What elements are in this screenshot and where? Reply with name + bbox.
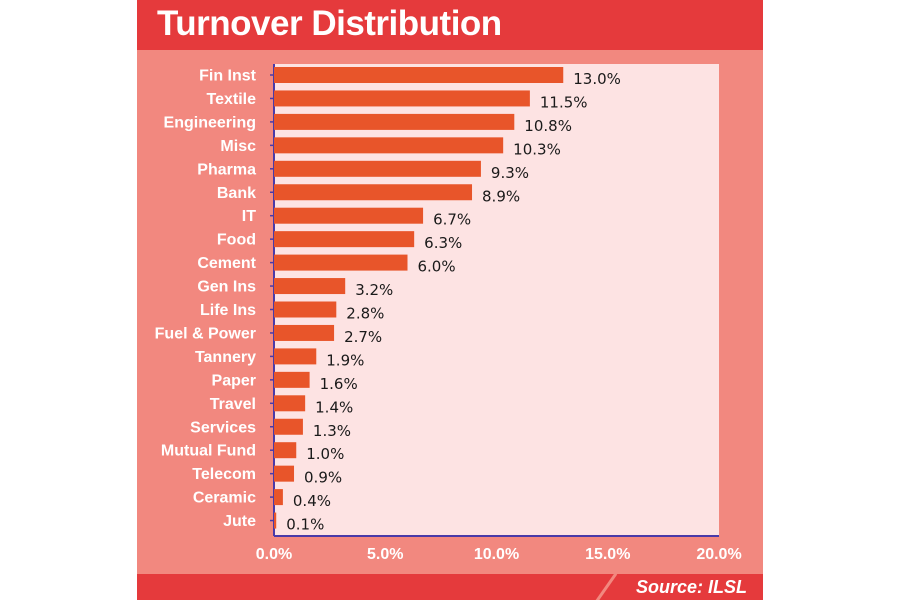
bar bbox=[274, 371, 310, 388]
category-label: Travel bbox=[210, 396, 256, 413]
value-label: 3.2% bbox=[355, 281, 393, 299]
bar bbox=[274, 184, 473, 201]
value-label: 0.1% bbox=[286, 516, 324, 534]
bar bbox=[274, 254, 408, 271]
bar bbox=[274, 231, 415, 248]
value-label: 1.9% bbox=[326, 351, 364, 369]
value-label: 8.9% bbox=[482, 187, 520, 205]
bar bbox=[274, 395, 306, 412]
plot-background bbox=[274, 64, 719, 536]
footer-band: Source: ILSL bbox=[137, 574, 763, 600]
value-label: 10.3% bbox=[513, 140, 561, 158]
bar bbox=[274, 160, 481, 177]
bar bbox=[274, 489, 283, 506]
value-label: 10.8% bbox=[524, 117, 572, 135]
category-label: Textile bbox=[207, 91, 257, 108]
value-label: 0.4% bbox=[293, 492, 331, 510]
value-label: 6.3% bbox=[424, 234, 462, 252]
category-label: Misc bbox=[220, 138, 256, 155]
bar bbox=[274, 418, 303, 435]
category-label: Fin Inst bbox=[199, 68, 257, 85]
bar-chart: Fin Inst 13.0% Textile 11.5% Engineering 10.8… bbox=[155, 64, 742, 563]
category-label: Fuel & Power bbox=[155, 325, 256, 342]
source-label: Source: ILSL bbox=[635, 577, 747, 597]
category-label: Jute bbox=[223, 513, 256, 530]
value-label: 9.3% bbox=[491, 164, 529, 182]
x-tick-label: 10.0% bbox=[474, 546, 519, 563]
bar bbox=[274, 301, 337, 318]
chart-card: Turnover Distribution Fin Inst 13.0% Texti… bbox=[137, 0, 763, 600]
bars-group: Fin Inst 13.0% Textile 11.5% Engineering 10.8… bbox=[155, 67, 742, 563]
category-label: Engineering bbox=[164, 114, 256, 131]
value-label: 1.3% bbox=[313, 422, 351, 440]
x-tick-label: 5.0% bbox=[367, 546, 403, 563]
category-label: Cement bbox=[197, 255, 256, 272]
bar bbox=[274, 113, 515, 130]
value-label: 6.0% bbox=[418, 258, 456, 276]
category-label: Paper bbox=[212, 372, 256, 389]
category-label: Life Ins bbox=[200, 302, 256, 319]
bar bbox=[274, 137, 504, 154]
value-label: 13.0% bbox=[573, 70, 621, 88]
category-label: Food bbox=[217, 232, 256, 249]
category-label: Bank bbox=[217, 185, 256, 202]
bar bbox=[274, 442, 297, 459]
value-label: 6.7% bbox=[433, 211, 471, 229]
bar bbox=[274, 324, 335, 341]
footer-slash-decoration bbox=[591, 574, 618, 600]
bar bbox=[274, 90, 530, 107]
bar bbox=[274, 207, 424, 224]
x-tick-label: 20.0% bbox=[696, 546, 741, 563]
title-band: Turnover Distribution bbox=[137, 0, 763, 50]
category-label: Tannery bbox=[195, 349, 256, 366]
category-label: IT bbox=[242, 208, 256, 225]
x-tick-label: 0.0% bbox=[256, 546, 292, 563]
bar bbox=[274, 512, 277, 529]
value-label: 11.5% bbox=[540, 93, 588, 111]
category-label: Telecom bbox=[192, 466, 256, 483]
category-label: Gen Ins bbox=[197, 279, 256, 296]
value-label: 1.0% bbox=[306, 445, 344, 463]
value-label: 0.9% bbox=[304, 469, 342, 487]
chart-title: Turnover Distribution bbox=[157, 4, 502, 43]
bar bbox=[274, 278, 346, 295]
bar bbox=[274, 348, 317, 365]
category-label: Mutual Fund bbox=[161, 443, 256, 460]
value-label: 1.4% bbox=[315, 398, 353, 416]
category-label: Ceramic bbox=[193, 490, 256, 507]
bar bbox=[274, 67, 564, 83]
value-label: 2.8% bbox=[346, 305, 384, 323]
bar bbox=[274, 465, 295, 482]
value-label: 2.7% bbox=[344, 328, 382, 346]
x-tick-label: 15.0% bbox=[585, 546, 630, 563]
category-label: Pharma bbox=[197, 161, 256, 178]
category-label: Services bbox=[190, 419, 256, 436]
value-label: 1.6% bbox=[320, 375, 358, 393]
